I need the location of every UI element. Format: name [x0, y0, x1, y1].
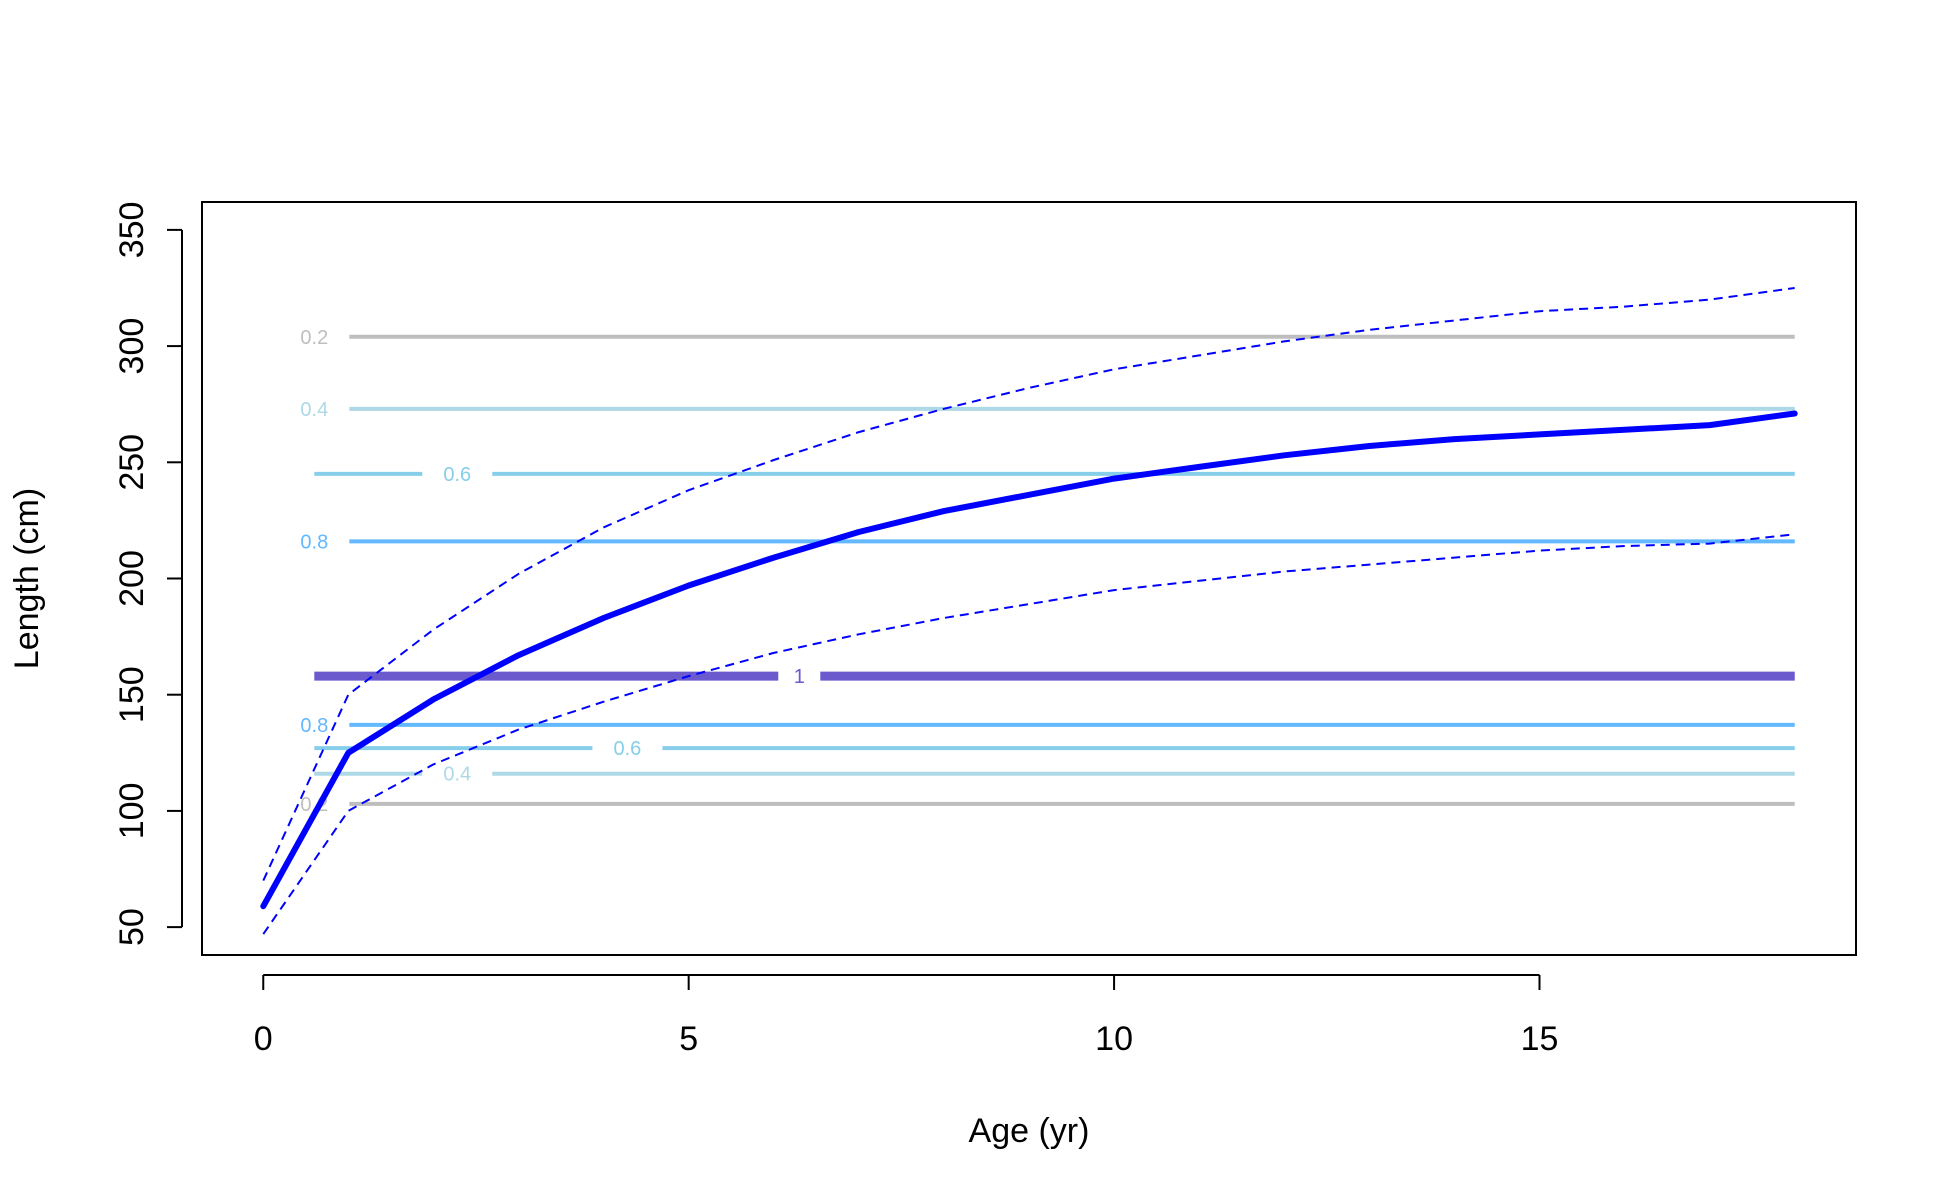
contour-label: 1 — [794, 666, 805, 688]
contour-label: 0.4 — [300, 399, 328, 421]
x-axis-label: Age (yr) — [969, 1112, 1090, 1150]
y-tick-label: 100 — [113, 783, 151, 840]
contour-lines: 0.20.40.60.810.80.60.40.2 — [300, 327, 1795, 816]
contour-label: 0.2 — [300, 327, 328, 349]
x-tick-label: 0 — [254, 1020, 273, 1058]
series-line-lower — [262, 533, 1795, 935]
y-axis-label: Length (cm) — [8, 488, 46, 669]
y-tick-label: 200 — [113, 550, 151, 607]
contour-label: 0.4 — [443, 764, 471, 786]
contour-label: 0.8 — [300, 531, 328, 553]
y-tick-label: 350 — [113, 202, 151, 259]
y-tick-label: 50 — [113, 908, 151, 946]
contour-label: 0.8 — [300, 715, 328, 737]
y-tick-label: 300 — [113, 318, 151, 375]
x-axis: 0 5 10 15 — [254, 974, 1559, 1058]
y-axis: 50 100 150 200 250 300 350 — [113, 202, 183, 946]
series-line-mean — [260, 410, 1798, 910]
x-tick-label: 10 — [1095, 1020, 1133, 1058]
y-tick-label: 150 — [113, 666, 151, 723]
x-tick-label: 5 — [679, 1020, 698, 1058]
plot-frame — [201, 201, 1857, 956]
x-tick-label: 15 — [1521, 1020, 1559, 1058]
series-line-upper — [262, 287, 1795, 882]
contour-label: 0.6 — [614, 738, 642, 760]
contour-label: 0.6 — [443, 464, 471, 486]
growth-series — [260, 287, 1798, 935]
y-tick-label: 250 — [113, 434, 151, 491]
